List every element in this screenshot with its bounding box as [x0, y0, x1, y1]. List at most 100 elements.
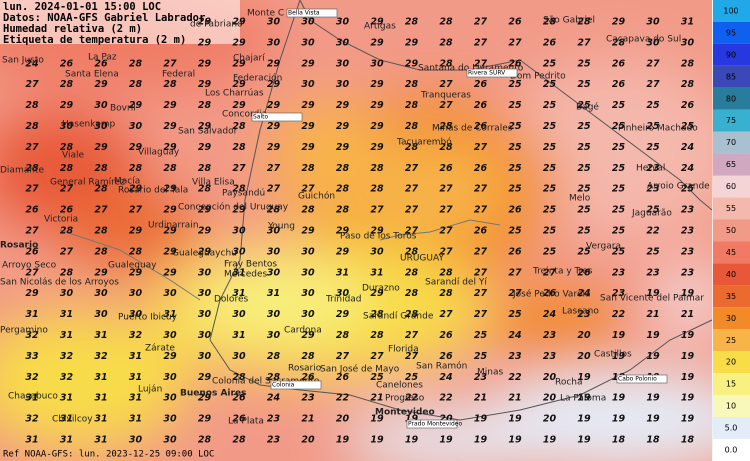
- temperature: 28: [60, 267, 74, 278]
- temperature: 30: [301, 246, 315, 257]
- temperature: 28: [232, 121, 246, 132]
- temperature: 29: [198, 17, 212, 28]
- temperature: 30: [336, 288, 350, 299]
- temperature: 27: [474, 184, 488, 195]
- temperature: 25: [646, 142, 660, 153]
- temperature: 25: [577, 226, 591, 237]
- place-name: Chacabuco: [8, 392, 58, 402]
- temperature: 28: [543, 17, 557, 28]
- temperature: 27: [543, 267, 557, 278]
- temperature: 29: [198, 393, 212, 404]
- temperature: 27: [25, 142, 39, 153]
- temperature: 28: [370, 330, 384, 341]
- temperature: 19: [612, 393, 626, 404]
- station-label: Salto: [253, 114, 269, 121]
- temperature: 23: [681, 246, 695, 257]
- temperature: 29: [129, 226, 143, 237]
- temperature: 28: [232, 142, 246, 153]
- place-name: Luján: [138, 385, 162, 395]
- temperature: 26: [439, 330, 453, 341]
- temperature: 19: [681, 351, 695, 362]
- place-name: Villaguay: [138, 148, 180, 158]
- temperature: 25: [577, 100, 591, 111]
- temperature: 28: [439, 288, 453, 299]
- temperature: 30: [198, 330, 212, 341]
- temperature: 29: [370, 100, 384, 111]
- temperature: 23: [646, 184, 660, 195]
- colorbar-swatch: [713, 285, 750, 308]
- temperature: 30: [163, 393, 177, 404]
- temperature: 32: [60, 351, 74, 362]
- temperature: 28: [405, 121, 419, 132]
- temperature: 28: [439, 17, 453, 28]
- temperature: 25: [612, 100, 626, 111]
- temperature: 19: [508, 414, 522, 425]
- temperature: 25: [508, 226, 522, 237]
- place-name: Bagé: [576, 102, 599, 113]
- colorbar-label: 100: [723, 6, 738, 15]
- temperature: 29: [94, 267, 108, 278]
- temperature: 23: [267, 414, 281, 425]
- temperature: 27: [405, 351, 419, 362]
- temperature: 28: [370, 163, 384, 174]
- temperature: 32: [129, 330, 143, 341]
- temperature: 26: [474, 226, 488, 237]
- temperature: 29: [163, 100, 177, 111]
- place-names: de Fabriano Monte C La Paz San Justo Santa E…: [0, 9, 710, 427]
- temperature: 31: [25, 435, 38, 446]
- place-name: Progreso: [385, 394, 425, 404]
- temperature: 29: [94, 142, 108, 153]
- temperature: 29: [301, 100, 315, 111]
- temperature: 27: [439, 226, 453, 237]
- temperature: 29: [267, 142, 281, 153]
- place-name: Gualeguay: [108, 261, 157, 271]
- temperature: 19: [681, 330, 695, 341]
- temperature: 31: [336, 267, 349, 278]
- temperature: 29: [198, 121, 212, 132]
- place-name: Hasenkamp: [62, 120, 116, 130]
- temperature: 30: [232, 246, 246, 257]
- temperature: 29: [198, 414, 212, 425]
- temperature: 27: [60, 184, 74, 195]
- temperature: 28: [301, 351, 315, 362]
- place-name: Federal: [162, 70, 195, 80]
- place-name: Jaguarão: [631, 209, 672, 219]
- temperature: 30: [301, 37, 315, 48]
- temperature: 30: [232, 309, 246, 320]
- temperature: 27: [370, 351, 384, 362]
- temperature: 28: [60, 79, 74, 90]
- colorbar-label: 40: [726, 270, 736, 279]
- temperature: 28: [681, 58, 695, 69]
- temperature: 28: [198, 163, 212, 174]
- temperature: 31: [60, 414, 73, 425]
- temperature: 25: [577, 163, 591, 174]
- place-name: Zárate: [145, 344, 175, 354]
- temperature: 27: [508, 288, 522, 299]
- colorbar-label: 5.0: [725, 424, 738, 433]
- temperature: 30: [60, 288, 74, 299]
- temperature: 29: [370, 17, 384, 28]
- temperature: 28: [267, 351, 281, 362]
- temperature: 19: [681, 393, 695, 404]
- place-name: José Pedro Varela: [512, 289, 591, 300]
- temperature: 30: [94, 100, 108, 111]
- header-line: Etiqueta de temperatura (2 m): [3, 34, 186, 46]
- place-name: Mercedes: [224, 270, 268, 280]
- temperature: 28: [612, 37, 626, 48]
- temperature: 28: [681, 79, 695, 90]
- temperature: 30: [129, 121, 143, 132]
- temperature: 26: [439, 351, 453, 362]
- temperature: 25: [612, 184, 626, 195]
- place-name: Sarandí del Yí: [425, 278, 487, 288]
- temperature: 28: [267, 205, 281, 216]
- temperature: 25: [646, 246, 660, 257]
- temperature: 27: [25, 184, 39, 195]
- temperature: 27: [267, 163, 281, 174]
- temperature: 29: [163, 142, 177, 153]
- temperature: 27: [439, 309, 453, 320]
- temperature: 30: [163, 288, 177, 299]
- temperature: 27: [336, 351, 350, 362]
- temperature: 27: [646, 79, 660, 90]
